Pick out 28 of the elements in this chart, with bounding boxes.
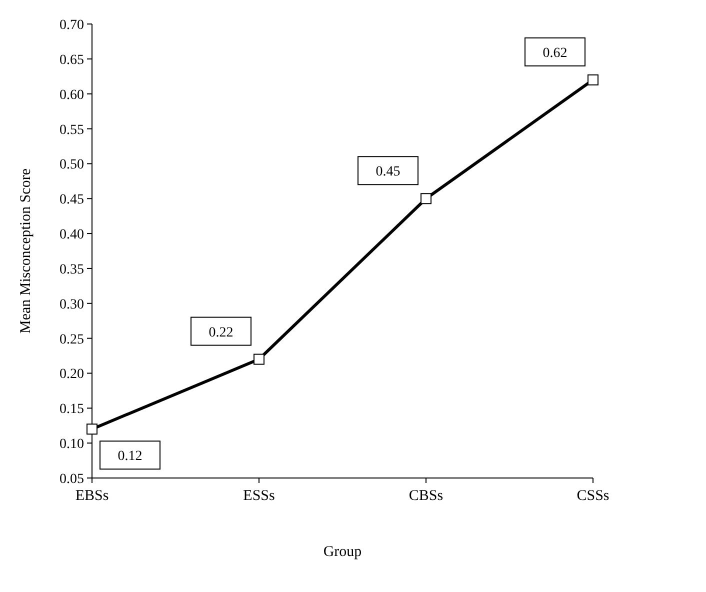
y-tick-label: 0.10 [60,437,84,452]
y-tick-label: 0.25 [60,332,84,348]
x-tick-label: CBSs [408,488,444,504]
x-tick-label: EBSs [75,488,109,504]
data-label: 0.62 [542,46,568,61]
y-tick-label: 0.15 [60,402,84,418]
y-tick-label: 0.60 [60,88,84,103]
data-label: 0.12 [118,449,142,464]
x-tick-label: CSSs [576,488,610,504]
y-axis-title: Mean Misconception Score [18,168,34,334]
point [254,354,264,365]
y-tick-label: 0.30 [60,297,84,312]
y-tick-label: 0.70 [60,18,84,33]
x-axis-title: Group [323,544,362,560]
y-tick-label: 0.40 [60,228,84,243]
data-label: 0.22 [208,325,234,340]
point [86,424,98,435]
y-tick-label: 0.65 [60,52,84,68]
y-tick-label: 0.35 [60,262,84,278]
y-tick-label: 0.50 [60,158,84,173]
y-tick-label: 0.45 [60,192,84,208]
x-tick-label: ESSs [243,488,276,504]
point [420,193,432,204]
y-tick-label: 0.05 [60,472,84,487]
y-tick-label: 0.55 [60,122,84,138]
point [588,74,598,86]
y-tick-label: 0.20 [60,367,84,382]
data-label: 0.45 [376,164,400,180]
